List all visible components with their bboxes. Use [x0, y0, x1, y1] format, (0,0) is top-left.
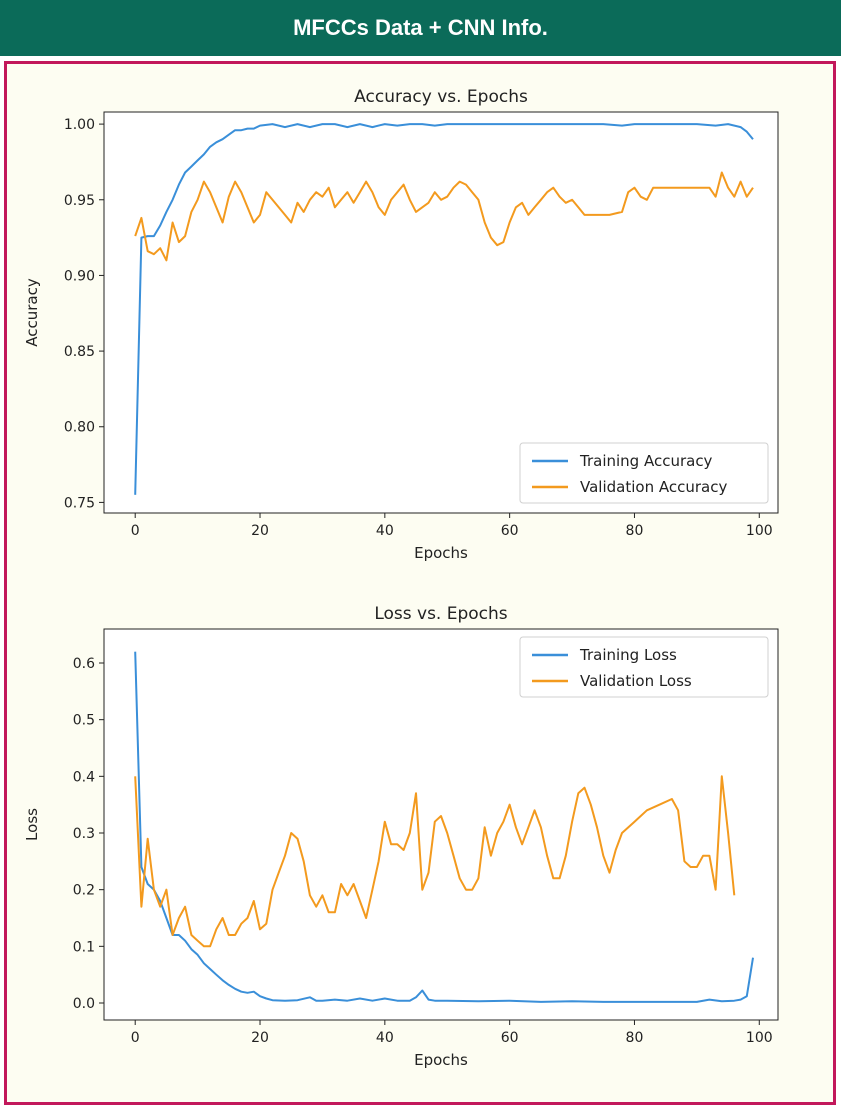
charts-svg: Accuracy vs. Epochs 0 20 40 60 80 100 0.75 0.80 0…: [23, 87, 779, 1069]
loss-x-tick-label: 80: [626, 1030, 644, 1046]
loss-chart-title: Loss vs. Epochs: [374, 604, 507, 624]
accuracy-chart: Accuracy vs. Epochs 0 20 40 60 80 100 0.75 0.80 0…: [23, 87, 779, 562]
accuracy-legend-label-training-accuracy: Training Accuracy: [579, 452, 713, 470]
accuracy-y-tick-label: 1.00: [64, 117, 95, 133]
loss-x-axis-label: Epochs: [414, 1051, 468, 1069]
loss-series-training-loss: [134, 651, 754, 1003]
accuracy-y-tick-label: 0.95: [64, 193, 95, 209]
loss-y-axis-label: Loss: [23, 808, 41, 841]
loss-legend-label-training-loss: Training Loss: [579, 646, 677, 664]
loss-y-tick-label: 0.3: [73, 826, 95, 842]
loss-y-tick-label: 0.5: [73, 713, 95, 729]
accuracy-y-tick-label: 0.75: [64, 495, 95, 511]
accuracy-series-validation-accuracy: [134, 171, 754, 262]
loss-y-tick-label: 0.0: [73, 996, 95, 1012]
accuracy-x-axis-label: Epochs: [414, 544, 468, 562]
header-title: MFCCs Data + CNN Info.: [293, 15, 548, 40]
accuracy-x-tick-label: 0: [131, 523, 140, 539]
loss-y-tick-label: 0.1: [73, 939, 95, 955]
accuracy-y-tick-label: 0.85: [64, 344, 95, 360]
accuracy-chart-title: Accuracy vs. Epochs: [354, 87, 528, 107]
accuracy-y-tick-label: 0.90: [64, 268, 95, 284]
accuracy-x-tick-label: 20: [251, 523, 269, 539]
accuracy-y-tick-label: 0.80: [64, 420, 95, 436]
loss-x-tick-label: 100: [746, 1030, 773, 1046]
accuracy-legend-label-validation-accuracy: Validation Accuracy: [580, 478, 727, 496]
accuracy-x-tick-label: 60: [501, 523, 519, 539]
accuracy-y-axis-label: Accuracy: [23, 278, 41, 347]
loss-legend-label-validation-loss: Validation Loss: [580, 672, 692, 690]
accuracy-legend: [519, 442, 769, 504]
accuracy-x-tick-label: 100: [746, 523, 773, 539]
loss-y-tick-label: 0.6: [73, 656, 95, 672]
accuracy-x-tick-label: 40: [376, 523, 394, 539]
loss-x-tick-label: 60: [501, 1030, 519, 1046]
loss-legend: [519, 636, 769, 698]
header-banner: MFCCs Data + CNN Info.: [0, 0, 841, 56]
loss-chart: Loss vs. Epochs 0 20 40 60 80 100 0.0 0.1 0.2 0.3 0…: [23, 604, 779, 1069]
loss-x-tick-label: 0: [131, 1030, 140, 1046]
loss-series-validation-loss: [134, 775, 736, 948]
loss-x-tick-label: 20: [251, 1030, 269, 1046]
accuracy-x-tick-label: 80: [626, 523, 644, 539]
accuracy-series-training-accuracy: [134, 123, 754, 495]
loss-y-tick-label: 0.2: [73, 883, 95, 899]
chart-panel: Accuracy vs. Epochs 0 20 40 60 80 100 0.75 0.80 0…: [4, 61, 836, 1105]
loss-x-tick-label: 40: [376, 1030, 394, 1046]
loss-y-tick-label: 0.4: [73, 769, 95, 785]
